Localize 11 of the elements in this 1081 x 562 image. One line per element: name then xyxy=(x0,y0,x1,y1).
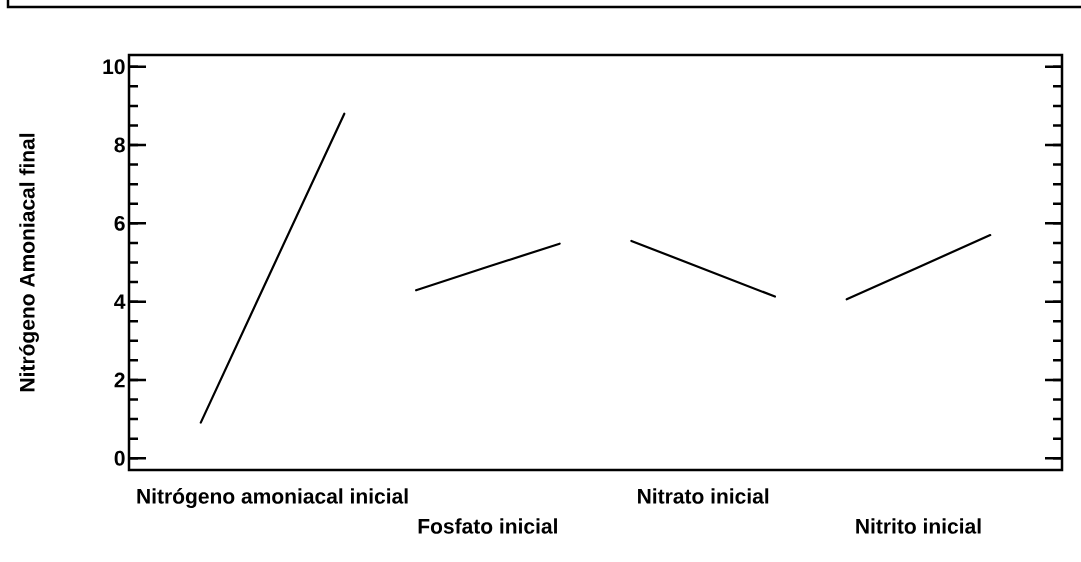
y-axis-title: Nitrógeno Amoniacal final xyxy=(19,133,39,392)
y-tick-label: 4 xyxy=(114,294,126,309)
y-tick-label: 0 xyxy=(114,450,125,466)
y-tick-label: 6 xyxy=(114,215,125,231)
x-tick-label: Nitrógeno amoniacal inicial xyxy=(137,488,408,508)
y-tick-label: 10 xyxy=(103,59,125,75)
y-tick-label: 8 xyxy=(114,137,125,153)
x-tick-label: Nitrito inicial xyxy=(856,518,981,534)
y-tick-label: 2 xyxy=(114,372,125,388)
x-tick-label: Nitrato inicial xyxy=(638,488,769,504)
x-tick-label: Fosfato inicial xyxy=(418,518,557,534)
